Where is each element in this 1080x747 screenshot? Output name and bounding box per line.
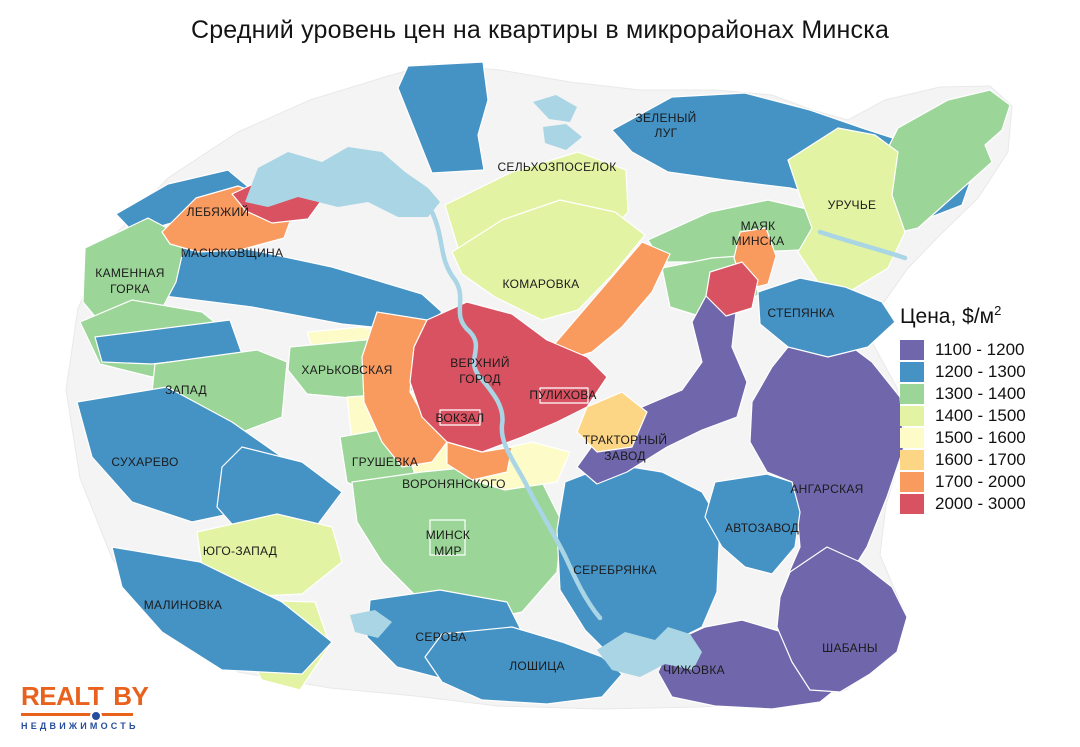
- legend-row: 1100 - 1200: [900, 339, 1078, 361]
- legend-row: 2000 - 3000: [900, 493, 1078, 515]
- water-north-lake-2: [543, 124, 582, 150]
- district-label-masyukovshchina: МАСЮКОВЩИНА: [181, 246, 284, 260]
- district-label-avtozavod: АВТОЗАВОД: [725, 521, 799, 535]
- district-label-loshitsa: ЛОШИЦА: [509, 659, 565, 673]
- logo-by-text: BY: [113, 681, 149, 711]
- legend-row: 1700 - 2000: [900, 471, 1078, 493]
- district-malinovka: [111, 546, 333, 675]
- logo-subtitle: НЕДВИЖИМОСТЬ: [21, 721, 139, 731]
- logo-dot-icon: [90, 710, 102, 722]
- district-label-traktorny-zavod: ТРАКТОРНЫЙ: [583, 432, 668, 447]
- legend-label: 1500 - 1600: [935, 428, 1026, 447]
- water-chizhovskoe-reservoir: [597, 627, 702, 677]
- legend-row: 1300 - 1400: [900, 383, 1078, 405]
- water-svisloch-river: [429, 209, 603, 621]
- district-label-chizhovka: ЧИЖОВКА: [663, 663, 725, 677]
- legend-swatch-pale-yellow: [900, 428, 924, 448]
- district-label-selkhozposelok: СЕЛЬХОЗПОСЕЛОК: [497, 160, 616, 174]
- legend-swatch-yellow-green: [900, 406, 924, 426]
- water-drozdy-reservoir: [245, 147, 440, 217]
- district-label-serebryanka: СЕРЕБРЯНКА: [573, 563, 657, 577]
- district-label-serova: СЕРОВА: [415, 630, 466, 644]
- legend-row: 1500 - 1600: [900, 427, 1078, 449]
- district-label-mayak-minska: МИНСКА: [732, 234, 785, 248]
- district-avtozavod: [704, 473, 801, 575]
- water-north-lake-1: [533, 95, 577, 122]
- district-label-verkhny-gorod-vokzal-pulikhova: ВЕРХНИЙ: [450, 355, 510, 370]
- water-kurasovshchina-pond: [350, 610, 392, 638]
- legend-label: 1200 - 1300: [935, 362, 1026, 381]
- legend-label: 1400 - 1500: [935, 406, 1026, 425]
- legend-row: 1400 - 1500: [900, 405, 1078, 427]
- district-label-mayak-minska: МАЯК: [741, 219, 776, 233]
- legend-row: 1600 - 1700: [900, 449, 1078, 471]
- district-label-angarskaya: АНГАРСКАЯ: [790, 482, 863, 496]
- legend-swatch-green: [900, 384, 924, 404]
- district-label-kamennaya-gorka: КАМЕННАЯ: [95, 266, 164, 280]
- district-label-komarovka: КОМАРОВКА: [503, 277, 580, 291]
- district-label-uruchye: УРУЧЬЕ: [828, 198, 877, 212]
- logo-realt-text: REALT: [21, 681, 104, 711]
- district-label-malinovka: МАЛИНОВКА: [144, 598, 222, 612]
- district-label-yugo-zapad: ЮГО-ЗАПАД: [203, 544, 277, 558]
- district-label-stepyanka: СТЕПЯНКА: [768, 306, 835, 320]
- district-label-minsk-mir-voronyanskogo: ВОРОНЯНСКОГО: [402, 477, 506, 491]
- district-vokzal-label-region: [439, 409, 481, 426]
- legend-label: 1300 - 1400: [935, 384, 1026, 403]
- district-lo-pulikhova-east: [576, 391, 648, 453]
- realt-by-logo-wordmark: REALT BY: [21, 681, 149, 712]
- district-top-blue-district: [397, 61, 489, 174]
- district-label-kamennaya-gorka: ГОРКА: [110, 282, 150, 296]
- legend-swatch-red: [900, 494, 924, 514]
- district-label-zeleny-lug: ЗЕЛЕНЫЙ: [635, 110, 696, 125]
- district-label-zeleny-lug: ЛУГ: [655, 126, 678, 140]
- legend-row: 1200 - 1300: [900, 361, 1078, 383]
- district-mayak-red-district: [705, 261, 759, 317]
- legend-label: 1100 - 1200: [935, 340, 1025, 359]
- water-stepyanka-stream: [817, 229, 908, 261]
- district-loshitsa: [424, 626, 623, 705]
- district-label-traktorny-zavod: ЗАВОД: [604, 449, 646, 463]
- legend-swatch-orange: [900, 472, 924, 492]
- district-label-verkhny-gorod-vokzal-pulikhova: ГОРОД: [459, 372, 501, 386]
- legend-swatch-blue: [900, 362, 924, 382]
- district-label-vokzal-label-region: ВОКЗАЛ: [436, 411, 485, 425]
- district-pulikhova-label-region: [539, 387, 589, 404]
- district-stepyanka: [757, 277, 896, 358]
- district-label-shabany: ШАБАНЫ: [822, 641, 878, 655]
- district-label-kharkovskaya: ХАРЬКОВСКАЯ: [301, 363, 392, 377]
- legend-label: 2000 - 3000: [935, 494, 1026, 513]
- district-label-minsk-mir-label-region: МИНСК: [426, 528, 470, 542]
- district-label-minsk-mir-label-region: МИР: [434, 544, 462, 558]
- district-minsk-mir-label-region: [429, 519, 466, 556]
- legend-swatch-light-orange: [900, 450, 924, 470]
- price-legend: Цена, $/м2 1100 - 1200 1200 - 1300 1300 …: [900, 303, 1078, 515]
- district-label-lebyazhy: ЛЕБЯЖИЙ: [187, 204, 250, 219]
- district-label-grushevka: ГРУШЕВКА: [352, 455, 418, 469]
- district-label-pulikhova-label-region: ПУЛИХОВА: [529, 388, 596, 402]
- logo-underline: [21, 710, 133, 722]
- district-label-zapad: ЗАПАД: [165, 383, 207, 397]
- district-kamennaya-gorka: [82, 217, 187, 333]
- legend-title-superscript: 2: [994, 303, 1002, 318]
- realt-by-logo: REALT BY НЕДВИЖИМОСТЬ: [21, 681, 149, 731]
- legend-title: Цена, $/м2: [900, 303, 1002, 328]
- district-shabany: [776, 546, 908, 693]
- legend-label: 1700 - 2000: [935, 472, 1026, 491]
- legend-label: 1600 - 1700: [935, 450, 1026, 469]
- district-label-sukharevo: СУХАРЕВО: [111, 455, 178, 469]
- legend-swatch-purple: [900, 340, 924, 360]
- page-title: Средний уровень цен на квартиры в микрор…: [190, 16, 890, 44]
- district-komarovka: [451, 199, 646, 321]
